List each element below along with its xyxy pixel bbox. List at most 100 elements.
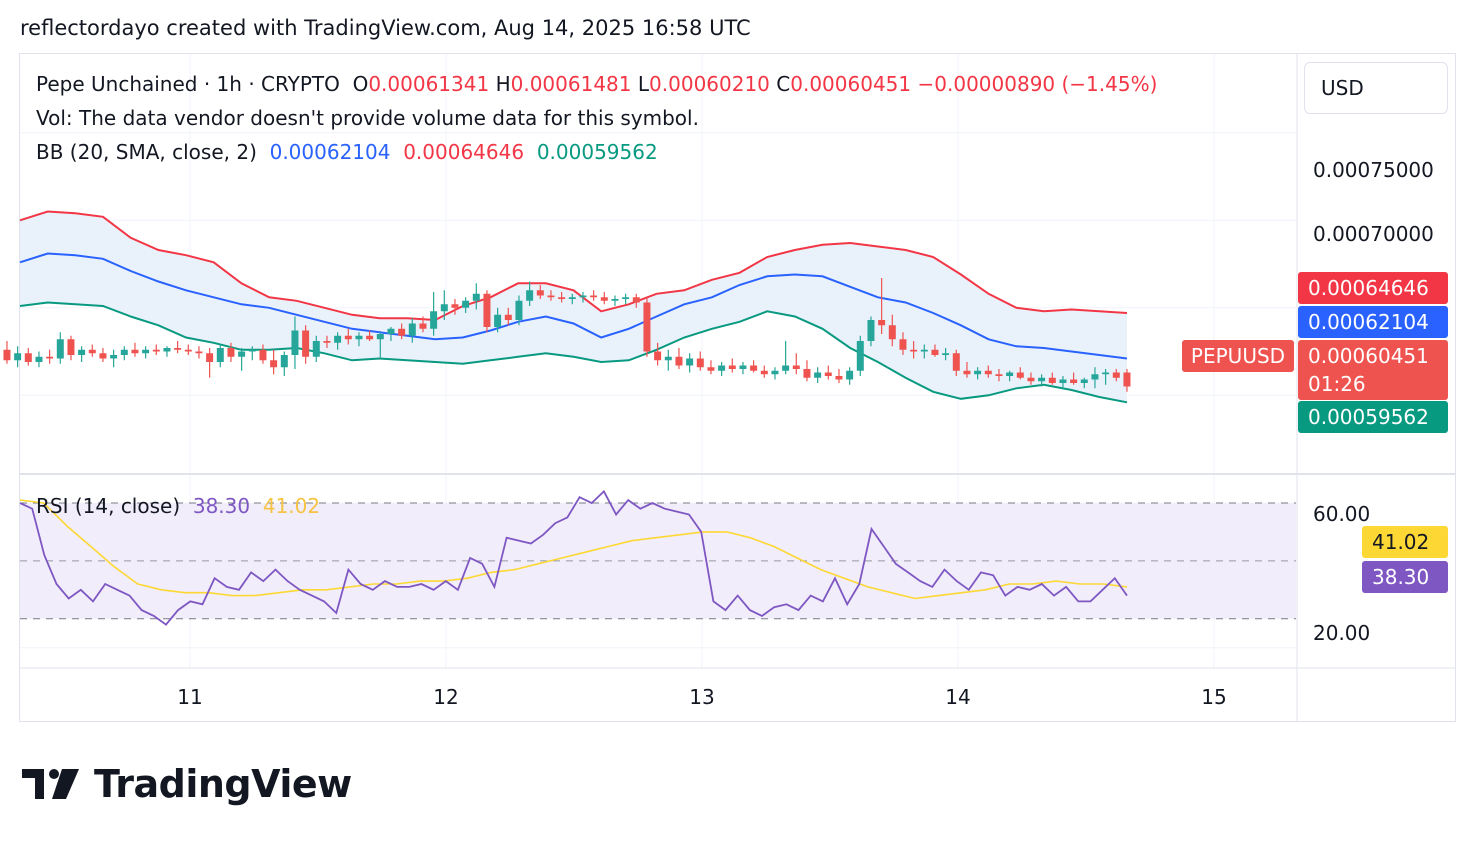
rsi-value: 38.30 bbox=[192, 494, 251, 518]
candle-body bbox=[131, 349, 139, 354]
symbol-info[interactable]: Pepe Unchained · 1h · CRYPTO bbox=[36, 72, 340, 96]
rsi-ma-value: 41.02 bbox=[262, 494, 321, 518]
candle-body bbox=[675, 356, 683, 366]
time-tick-label: 15 bbox=[1201, 685, 1226, 709]
bollinger-band-fill bbox=[20, 211, 1127, 403]
candle-body bbox=[483, 293, 491, 327]
candle-body bbox=[867, 320, 875, 341]
bb-upper-value: 0.00064646 bbox=[403, 140, 525, 164]
bb-upper-tag: 0.00064646 bbox=[1298, 272, 1448, 304]
price-tags: 0.00064646 0.00062104 0.00060451 01:26 0… bbox=[1298, 0, 1448, 844]
candle-body bbox=[590, 295, 598, 298]
bb-label: BB (20, SMA, close, 2) bbox=[36, 140, 257, 164]
candle-body bbox=[504, 314, 512, 320]
candle-body bbox=[291, 330, 299, 355]
last-price-value: 0.00060451 bbox=[1308, 344, 1429, 368]
change-value: −0.00000890 (−1.45%) bbox=[917, 72, 1158, 96]
tradingview-logo[interactable]: TradingView bbox=[22, 762, 352, 806]
candle-body bbox=[611, 299, 619, 301]
candle-body bbox=[920, 349, 928, 352]
chart-frame bbox=[19, 53, 1456, 722]
bar-countdown: 01:26 bbox=[1308, 372, 1366, 396]
candle-body bbox=[718, 365, 726, 371]
open-label: O bbox=[352, 72, 369, 96]
rsi-legend[interactable]: RSI (14, close) 38.30 41.02 bbox=[36, 494, 320, 518]
candle-body bbox=[931, 349, 939, 355]
bollinger-lower-line bbox=[19, 301, 1128, 404]
candle-body bbox=[547, 295, 555, 298]
candle-body bbox=[451, 304, 459, 308]
candle-body bbox=[227, 348, 235, 357]
high-label: H bbox=[495, 72, 511, 96]
bb-basis-value: 0.00062104 bbox=[269, 140, 391, 164]
candle-body bbox=[963, 370, 971, 375]
bb-basis-tag: 0.00062104 bbox=[1298, 306, 1448, 338]
candle-body bbox=[910, 349, 918, 352]
bb-legend[interactable]: BB (20, SMA, close, 2) 0.00062104 0.0006… bbox=[36, 140, 658, 164]
candle-body bbox=[739, 365, 747, 369]
candle-body bbox=[984, 370, 992, 375]
candle-body bbox=[974, 370, 982, 375]
candle-body bbox=[643, 302, 651, 352]
candle-body bbox=[1080, 379, 1088, 383]
candle-body bbox=[56, 339, 64, 359]
volume-note: Vol: The data vendor doesn't provide vol… bbox=[36, 106, 699, 130]
bollinger-basis-line bbox=[19, 252, 1128, 360]
candle-body bbox=[3, 349, 11, 361]
candle-body bbox=[88, 349, 96, 354]
candle-body bbox=[1070, 379, 1078, 383]
time-axis[interactable]: 11 12 13 14 15 bbox=[177, 685, 1226, 709]
high-value: 0.00061481 bbox=[510, 72, 632, 96]
candle-body bbox=[579, 295, 587, 298]
symbol-tag: PEPUUSD bbox=[1182, 340, 1294, 372]
time-tick-label: 11 bbox=[177, 685, 202, 709]
currency-selector[interactable]: USD bbox=[1304, 62, 1448, 114]
candle-body bbox=[1038, 377, 1046, 382]
rsi-tag: 38.30 bbox=[1362, 561, 1448, 593]
candle-body bbox=[419, 323, 427, 329]
tradingview-logo-icon bbox=[22, 769, 79, 799]
candle-body bbox=[632, 297, 640, 303]
candle-body bbox=[24, 353, 32, 362]
candle-body bbox=[494, 314, 502, 327]
chart-credit: reflectordayo created with TradingView.c… bbox=[20, 16, 751, 40]
candle-body bbox=[152, 349, 160, 352]
candle-body bbox=[1091, 374, 1099, 380]
candle-body bbox=[398, 328, 406, 336]
candle-body bbox=[728, 365, 736, 369]
candle-body bbox=[259, 349, 267, 361]
ohlc-legend: Pepe Unchained · 1h · CRYPTO O0.00061341… bbox=[36, 72, 1157, 96]
candle-body bbox=[99, 353, 107, 359]
candle-body bbox=[206, 353, 214, 362]
tradingview-wordmark: TradingView bbox=[94, 762, 352, 806]
candle-body bbox=[387, 328, 395, 334]
candle-body bbox=[899, 339, 907, 350]
candle-body bbox=[1112, 372, 1120, 378]
low-label: L bbox=[637, 72, 650, 96]
candle-body bbox=[878, 320, 886, 326]
rsi-label: RSI (14, close) bbox=[36, 494, 181, 518]
candle-body bbox=[888, 325, 896, 340]
bb-lower-tag: 0.00059562 bbox=[1298, 401, 1448, 433]
candle-body bbox=[515, 300, 523, 320]
candle-body bbox=[312, 341, 320, 357]
candle-body bbox=[835, 376, 843, 380]
candle-body bbox=[600, 297, 608, 301]
candle-body bbox=[355, 335, 363, 340]
rsi-tick-label: 60.00 bbox=[1313, 502, 1370, 526]
last-price-tag: 0.00060451 01:26 bbox=[1298, 340, 1448, 400]
candle-body bbox=[174, 348, 182, 350]
candle-body bbox=[462, 300, 470, 308]
candle-body bbox=[184, 349, 192, 352]
candle-body bbox=[942, 353, 950, 355]
candle-body bbox=[750, 365, 758, 371]
candle-body bbox=[654, 351, 662, 361]
candle-body bbox=[803, 369, 811, 378]
time-tick-label: 12 bbox=[433, 685, 458, 709]
candle-body bbox=[558, 297, 566, 299]
candle-body bbox=[110, 355, 118, 359]
candle-body bbox=[952, 353, 960, 371]
candle-body bbox=[334, 335, 342, 343]
candle-body bbox=[995, 374, 1003, 376]
